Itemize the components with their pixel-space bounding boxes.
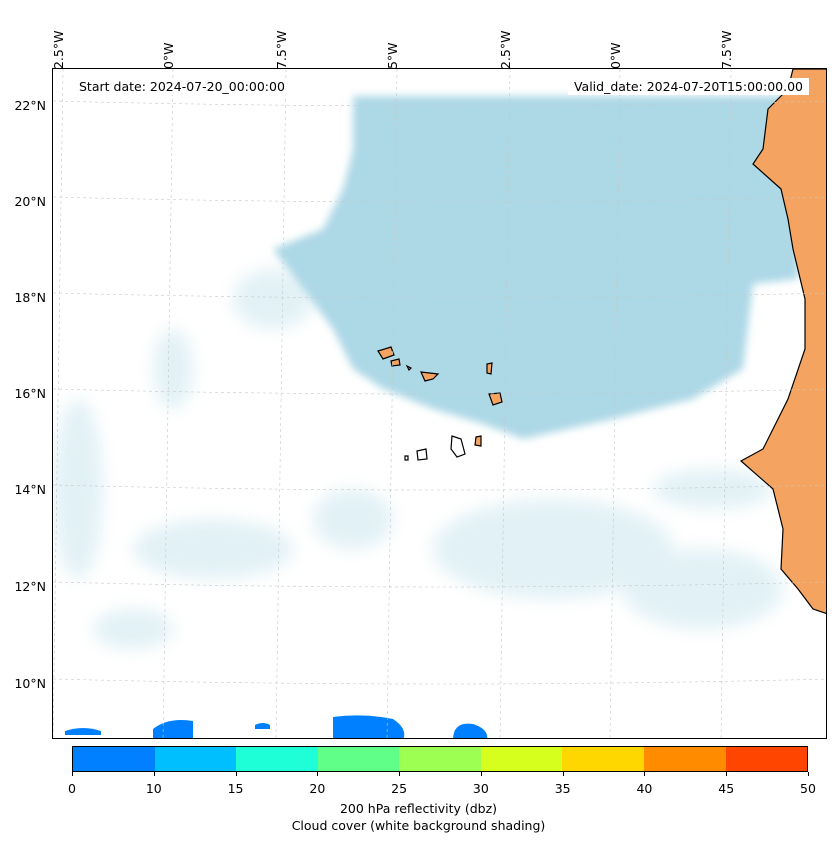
colorbar-tick	[480, 772, 482, 776]
colorbar-caption: 200 hPa reflectivity (dbz)	[339, 801, 498, 816]
colorbar-tick-label: 50	[800, 781, 816, 796]
meridian-line	[499, 69, 511, 738]
colorbar	[72, 746, 808, 772]
colorbar-segment	[725, 747, 808, 771]
land-africa	[739, 69, 826, 614]
colorbar-tick-label: 45	[718, 781, 735, 796]
start-date-label: Start date: 2024-07-20_00:00:00	[73, 78, 291, 95]
latitude-label: 22°N	[14, 98, 46, 113]
colorbar-tick	[317, 772, 319, 776]
latitude-label: 12°N	[14, 579, 46, 594]
latitude-label: 10°N	[14, 676, 46, 691]
colorbar-segment	[643, 747, 726, 771]
meridian-line	[275, 69, 287, 738]
parallel-line	[53, 388, 826, 395]
parallel-line	[53, 484, 826, 491]
colorbar-segment	[317, 747, 400, 771]
parallel-line	[53, 292, 826, 299]
colorbar-tick	[644, 772, 646, 776]
colorbar-tick-label: 25	[391, 781, 408, 796]
colorbar-segment	[399, 747, 481, 771]
latitude-label: 16°N	[14, 386, 46, 401]
parallel-line	[53, 100, 826, 107]
colorbar-tick-label: 20	[309, 781, 326, 796]
map-canvas	[53, 69, 826, 738]
colorbar-tick-label: 15	[227, 781, 244, 796]
latitude-label: 14°N	[14, 482, 46, 497]
colorbar-tick	[235, 772, 237, 776]
colorbar-tick	[153, 772, 155, 776]
graticule	[53, 69, 826, 738]
cloud-cover-light	[53, 269, 783, 649]
latitude-label: 18°N	[14, 290, 46, 305]
colorbar-segment	[562, 747, 644, 771]
meridian-line	[609, 69, 621, 738]
parallel-line	[53, 581, 826, 588]
meridian-line	[386, 69, 398, 738]
parallel-line	[53, 678, 826, 685]
meridian-line	[720, 69, 732, 738]
parallel-line	[53, 196, 826, 203]
valid-date-label: Valid_date: 2024-07-20T15:00:00.00	[567, 78, 809, 95]
colorbar-tick-label: 35	[554, 781, 571, 796]
colorbar-tick-label: 30	[472, 781, 489, 796]
colorbar-subcaption: Cloud cover (white background shading)	[291, 818, 546, 833]
colorbar-tick-label: 40	[636, 781, 653, 796]
colorbar-tick	[399, 772, 401, 776]
latitude-label: 20°N	[14, 194, 46, 209]
colorbar-segment	[480, 747, 563, 771]
meridian-line	[162, 69, 174, 738]
cloud-cover-main	[273, 96, 798, 439]
meridian-line	[53, 69, 64, 738]
colorbar-tick-label: 10	[145, 781, 162, 796]
colorbar-segment	[73, 747, 155, 771]
colorbar-segment	[236, 747, 318, 771]
colorbar-tick	[562, 772, 564, 776]
colorbar-tick	[808, 772, 809, 776]
colorbar-segment	[154, 747, 237, 771]
islands	[377, 346, 503, 461]
colorbar-tick-label: 0	[68, 781, 76, 796]
colorbar-tick	[72, 772, 73, 776]
colorbar-tick	[726, 772, 728, 776]
map-panel[interactable]	[52, 68, 827, 739]
